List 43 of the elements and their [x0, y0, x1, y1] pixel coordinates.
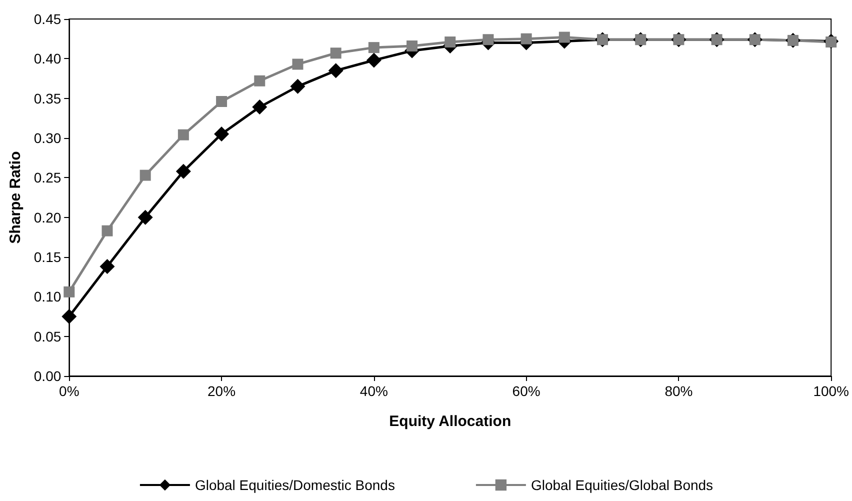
point	[138, 210, 153, 225]
y-tick-label: 0.30	[34, 130, 62, 146]
point	[290, 78, 306, 94]
y-tick-label: 0.35	[34, 90, 62, 106]
point	[252, 100, 268, 115]
y-tick-label: 0.00	[34, 368, 62, 384]
x-tick-label: 100%	[813, 383, 850, 399]
point	[102, 225, 113, 236]
point	[100, 259, 115, 274]
point	[558, 32, 570, 43]
legend-label: Global Equities/Domestic Bonds	[194, 477, 395, 493]
y-tick-label: 0.45	[34, 11, 62, 27]
x-tick-label: 40%	[360, 383, 388, 399]
x-axis-title: Equity Allocation	[389, 413, 512, 430]
x-tick-label: 20%	[208, 383, 236, 399]
y-axis-title: Sharpe Ratio	[7, 151, 24, 244]
point	[254, 75, 266, 86]
point	[406, 40, 418, 52]
legend-label: Global Equities/Global Bonds	[530, 477, 714, 493]
point	[292, 58, 304, 70]
x-tick-label: 60%	[512, 383, 540, 399]
point	[330, 48, 342, 59]
point	[368, 42, 380, 54]
point	[178, 129, 189, 140]
point	[482, 34, 494, 46]
y-tick-label: 0.05	[34, 328, 62, 344]
point	[214, 126, 230, 142]
x-tick-label: 80%	[664, 383, 693, 399]
y-tick-label: 0.10	[34, 288, 62, 305]
y-tick-label: 0.25	[34, 170, 62, 186]
point	[176, 164, 191, 179]
point	[444, 36, 456, 48]
x-tick-label: 0%	[59, 383, 80, 399]
point	[62, 309, 77, 324]
point	[64, 286, 75, 298]
y-tick-label: 0.40	[34, 50, 62, 67]
y-tick-label: 0.20	[34, 209, 62, 226]
point	[366, 52, 382, 68]
y-tick-label: 0.15	[34, 249, 62, 265]
point	[140, 170, 151, 181]
point	[520, 33, 532, 44]
point	[328, 63, 344, 78]
point	[216, 96, 228, 108]
